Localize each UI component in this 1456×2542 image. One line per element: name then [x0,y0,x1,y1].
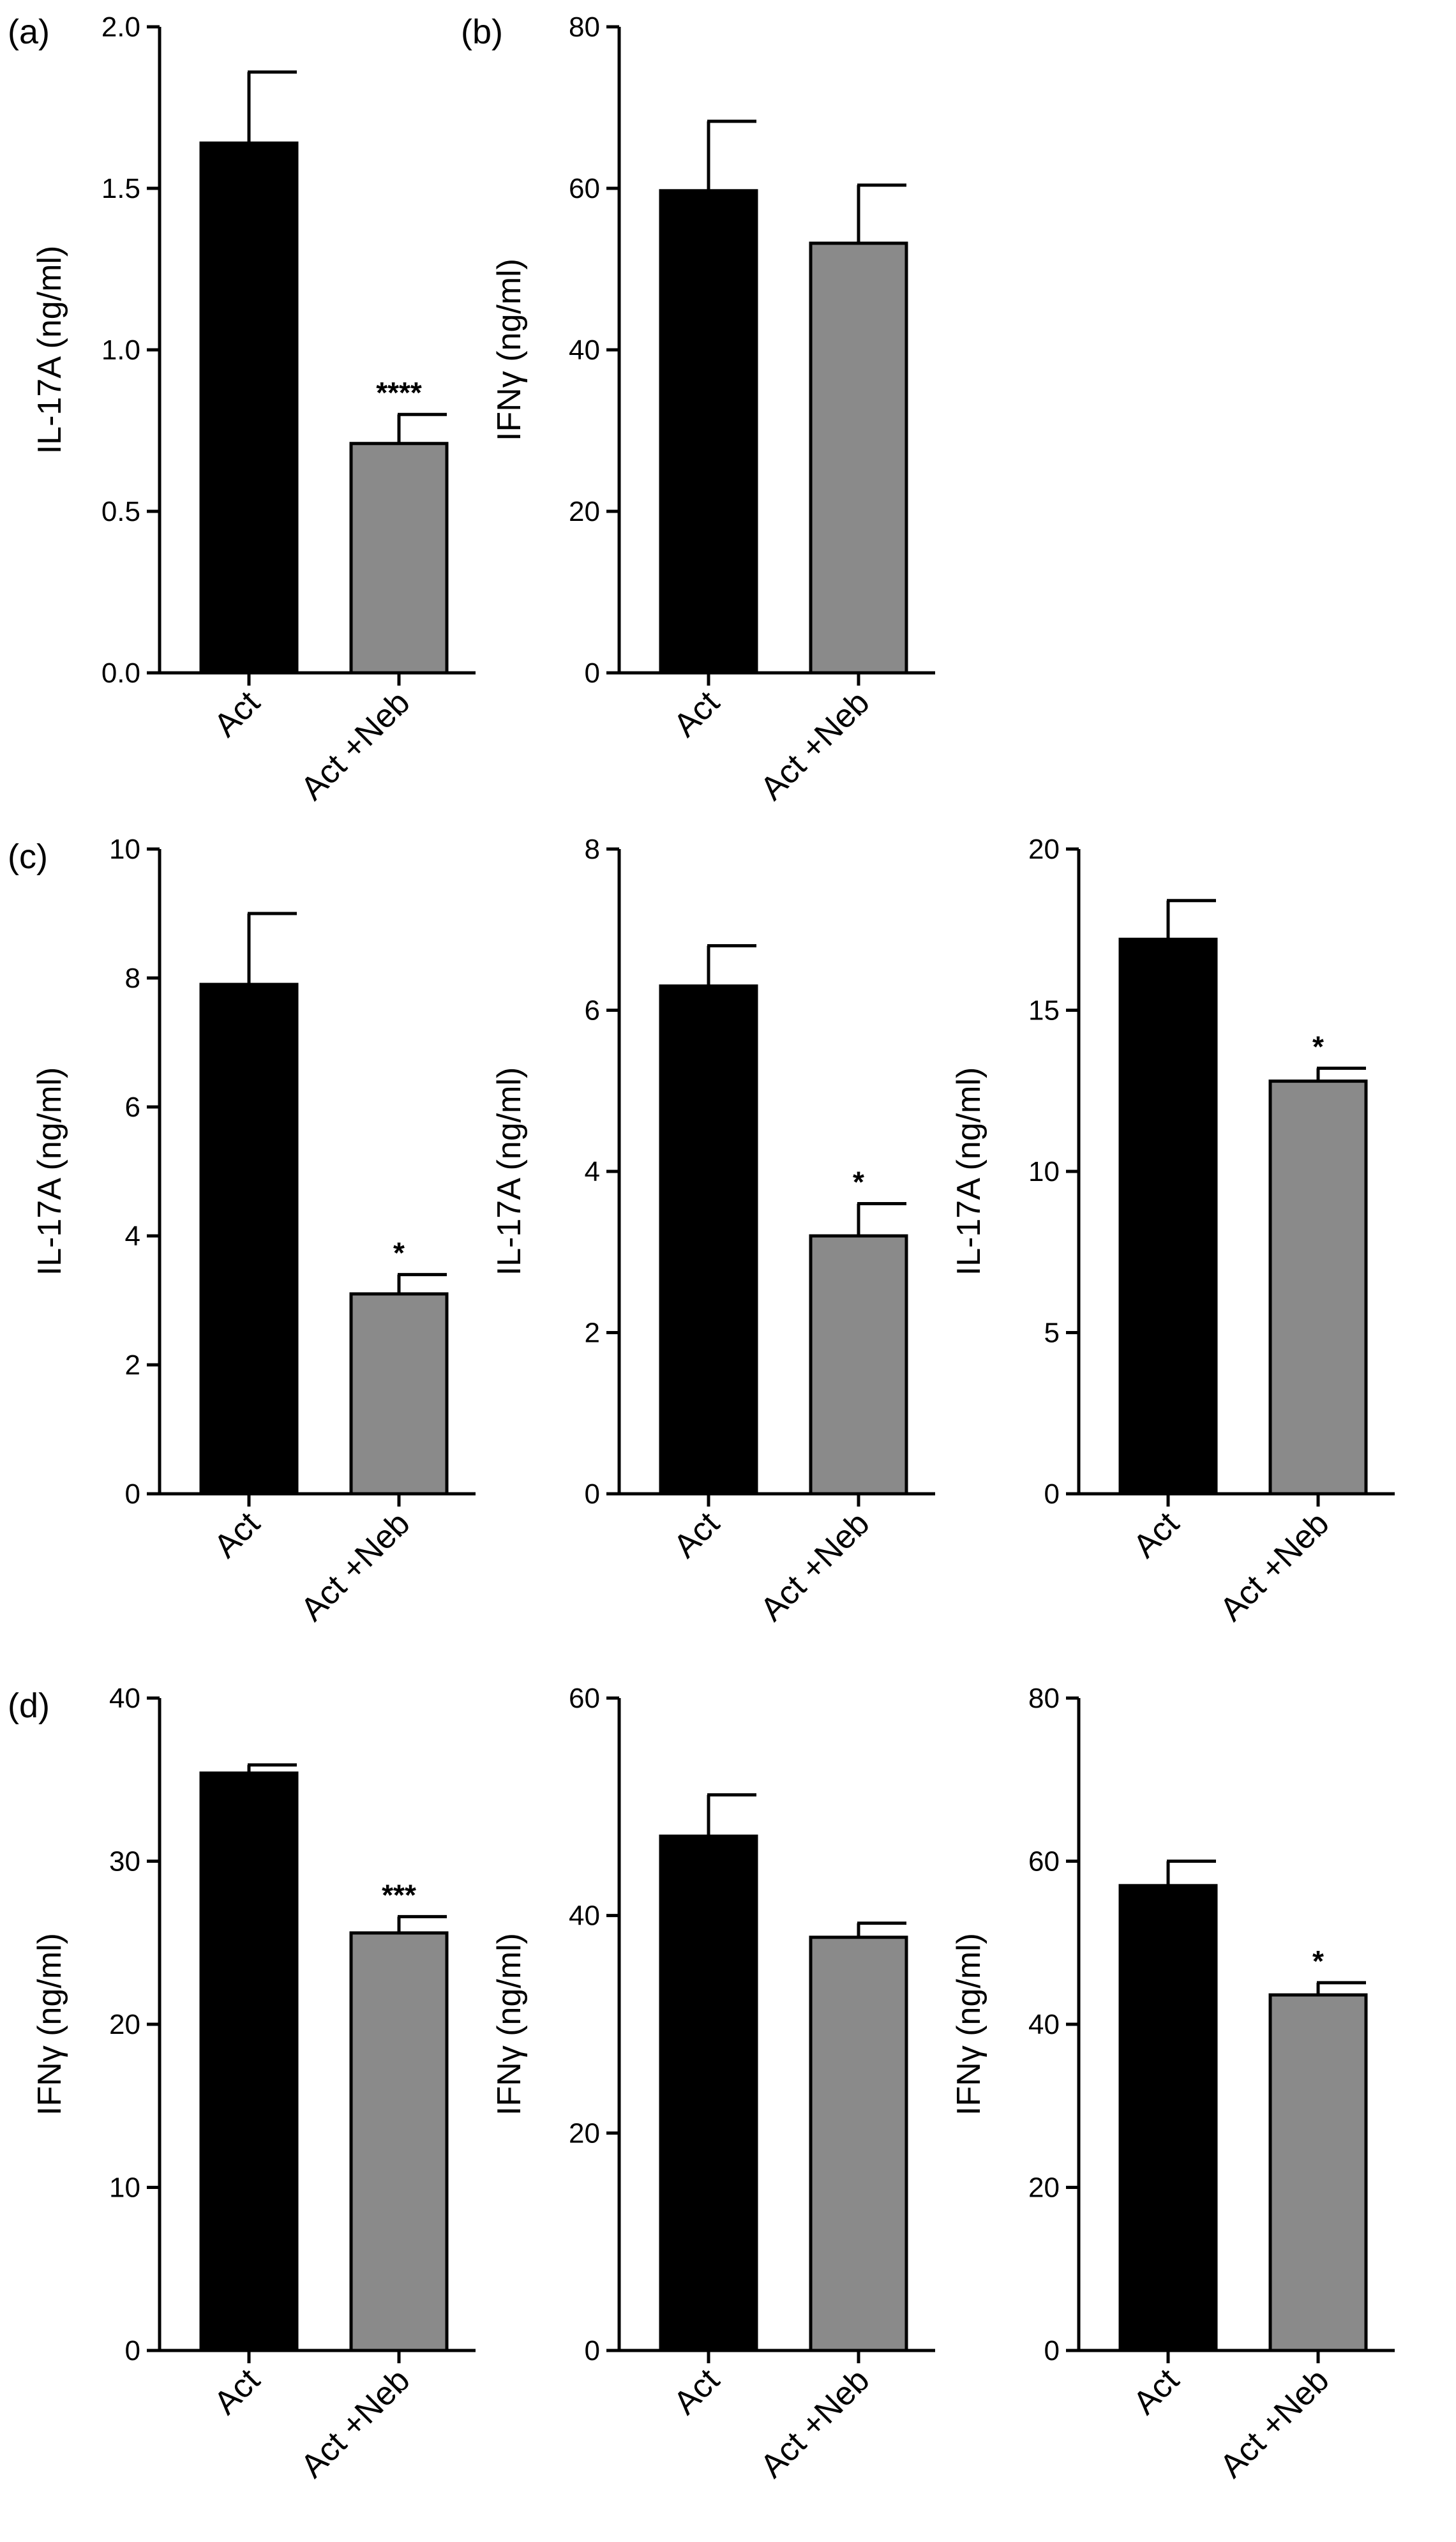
chart-b-category-label: Act +Neb [753,684,876,807]
chart-d1-y-tick-label: 30 [109,1846,140,1877]
chart-d1-bar-act-neb [349,1931,449,2352]
chart-c3-category-label: Act +Neb [1213,1505,1336,1628]
panel-label-a: (a) [8,13,50,51]
chart-d3-significance: * [1312,1944,1324,1978]
chart-c2-bar-act-neb [809,1234,908,1496]
chart-c1-category-label: Act [207,1505,267,1565]
chart-c1-y-tick-label: 10 [109,834,140,865]
chart-b-y-tick-label: 60 [569,173,600,204]
chart-c2-y-axis-title: IL-17A (ng/ml) [491,1067,528,1276]
chart-c2-y-tick-label: 0 [585,1478,600,1510]
chart-b-category-label: Act [666,684,727,744]
chart-d2-y-axis-title: IFNγ (ng/ml) [491,1933,528,2116]
panel-label-b: (b) [461,13,503,51]
chart-d1-category-label: Act [207,2361,267,2422]
chart-d1-y-tick-label: 0 [125,2335,140,2366]
chart-c2-category-label: Act [666,1505,727,1565]
chart-a-y-tick-label: 2.0 [101,11,140,43]
chart-c2-category-label: Act +Neb [753,1505,876,1628]
chart-a-y-axis-title: IL-17A (ng/ml) [31,246,68,455]
chart-d3-bar-act-neb [1268,1993,1368,2352]
chart-c1-bar-act-neb [349,1292,449,1496]
chart-d2-y-tick-label: 0 [585,2335,600,2366]
chart-c1-bar-act [199,982,299,1496]
chart-d1-significance: *** [382,1878,416,1911]
chart-d2-category-label: Act +Neb [753,2361,876,2485]
chart-c3-y-tick-label: 0 [1044,1478,1060,1510]
chart-a-bar-act [199,141,299,675]
panel-label-c: (c) [8,838,48,876]
chart-c3-bar-act [1118,937,1218,1496]
chart-c3-y-tick-label: 10 [1028,1156,1060,1187]
chart-d1-y-axis-title: IFNγ (ng/ml) [31,1933,68,2116]
chart-c2-y-tick-label: 8 [585,834,600,865]
chart-b-bar-act-neb [809,241,908,675]
chart-d2-y-tick-label: 20 [569,2117,600,2149]
chart-c3-bar-act-neb [1268,1079,1368,1496]
chart-c1-significance: * [393,1237,405,1270]
chart-c3-y-tick-label: 5 [1044,1318,1060,1349]
chart-a-category-label: Act [207,684,267,744]
chart-b-y-axis-title: IFNγ (ng/ml) [491,259,528,441]
panel-label-d: (d) [8,1687,50,1725]
chart-d1-y-tick-label: 20 [109,2009,140,2040]
chart-a-y-tick-label: 0.5 [101,496,140,527]
chart-c3-y-tick-label: 15 [1028,995,1060,1027]
chart-d1-y-tick-label: 10 [109,2172,140,2204]
chart-d2-bar-act [659,1834,758,2352]
chart-c1-y-tick-label: 4 [125,1221,140,1252]
chart-c3-significance: * [1312,1030,1324,1063]
chart-c3-category-label: Act [1126,1505,1187,1565]
chart-d2-y-tick-label: 60 [569,1683,600,1714]
chart-a-y-tick-label: 1.0 [101,335,140,366]
chart-a-significance: **** [376,376,422,409]
chart-d3-y-tick-label: 20 [1028,2172,1060,2204]
chart-d3-y-tick-label: 40 [1028,2009,1060,2040]
chart-b-y-tick-label: 0 [585,658,600,689]
chart-a-y-tick-label: 1.5 [101,173,140,204]
chart-c2-y-tick-label: 2 [585,1318,600,1349]
chart-c2-y-tick-label: 6 [585,995,600,1027]
chart-d2-y-tick-label: 40 [569,1900,600,1932]
chart-d3-category-label: Act +Neb [1213,2361,1336,2485]
chart-b-bar-act [659,189,758,675]
chart-b-y-tick-label: 40 [569,335,600,366]
chart-d2-category-label: Act [666,2361,727,2422]
chart-a-y-tick-label: 0.0 [101,658,140,689]
chart-d3-y-tick-label: 0 [1044,2335,1060,2366]
chart-c2-significance: * [853,1166,864,1199]
chart-c2-y-tick-label: 4 [585,1156,600,1187]
chart-d3-y-tick-label: 60 [1028,1846,1060,1877]
chart-c1-y-tick-label: 2 [125,1350,140,1381]
chart-a-category-label: Act +Neb [294,684,417,807]
chart-d3-y-tick-label: 80 [1028,1683,1060,1714]
chart-c3-y-tick-label: 20 [1028,834,1060,865]
chart-d3-category-label: Act [1126,2361,1187,2422]
chart-d1-y-tick-label: 40 [109,1683,140,1714]
chart-c1-y-tick-label: 6 [125,1092,140,1123]
chart-d3-bar-act [1118,1884,1218,2352]
chart-c2-bar-act [659,984,758,1496]
chart-b-y-tick-label: 80 [569,11,600,43]
chart-b-y-tick-label: 20 [569,496,600,527]
chart-c1-y-axis-title: IL-17A (ng/ml) [31,1067,68,1276]
chart-d2-bar-act-neb [809,1936,908,2352]
chart-a-bar-act-neb [349,442,449,675]
chart-d3-y-axis-title: IFNγ (ng/ml) [950,1933,987,2116]
chart-c3-y-axis-title: IL-17A (ng/ml) [950,1067,987,1276]
chart-d1-bar-act [199,1771,299,2352]
chart-c1-category-label: Act +Neb [294,1505,417,1628]
chart-d1-category-label: Act +Neb [294,2361,417,2485]
chart-c1-y-tick-label: 8 [125,963,140,994]
chart-c1-y-tick-label: 0 [125,1478,140,1510]
